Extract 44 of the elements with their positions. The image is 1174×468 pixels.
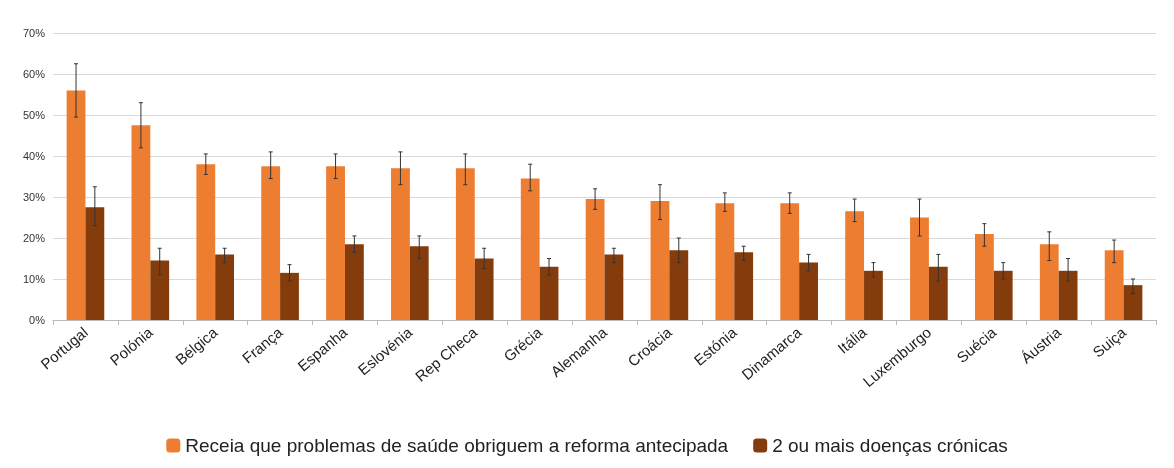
bar (928, 266, 948, 320)
bar (326, 166, 345, 320)
bar (391, 168, 410, 320)
bar (215, 254, 235, 320)
y-tick-label: 40% (22, 150, 46, 162)
bar (455, 168, 475, 320)
bar (131, 125, 151, 320)
bar (974, 233, 994, 320)
bar (539, 266, 559, 320)
bar (650, 201, 670, 320)
bar (344, 244, 364, 320)
bar (910, 217, 929, 320)
y-tick-label: 10% (22, 273, 46, 285)
bar (780, 203, 800, 320)
bar (150, 260, 170, 320)
y-tick-label: 20% (22, 232, 46, 244)
bar (585, 199, 605, 320)
bar (799, 262, 818, 320)
legend-label: 2 ou mais doenças crónicas (772, 435, 1008, 456)
bar (845, 211, 865, 320)
bar (604, 254, 624, 320)
bar (409, 246, 429, 320)
bar (1058, 270, 1078, 320)
y-tick-label: 30% (22, 191, 46, 203)
bar (85, 207, 105, 320)
bar (715, 203, 735, 320)
bar (474, 258, 494, 320)
y-tick-label: 0% (29, 314, 46, 326)
bar (993, 270, 1013, 320)
bar (864, 270, 883, 320)
y-tick-label: 60% (22, 68, 46, 80)
bar (734, 252, 754, 320)
bar (196, 164, 216, 320)
bar (66, 90, 86, 320)
bar (669, 250, 689, 320)
bar (261, 166, 281, 320)
bar (280, 272, 299, 320)
bar (1123, 285, 1143, 320)
bar (520, 178, 540, 320)
legend-label: Receia que problemas de saúde obriguem a reforma antecipada (185, 435, 729, 456)
bar (1104, 250, 1124, 320)
y-tick-label: 50% (22, 109, 46, 121)
y-tick-label: 70% (22, 27, 46, 39)
bar (1039, 244, 1059, 320)
